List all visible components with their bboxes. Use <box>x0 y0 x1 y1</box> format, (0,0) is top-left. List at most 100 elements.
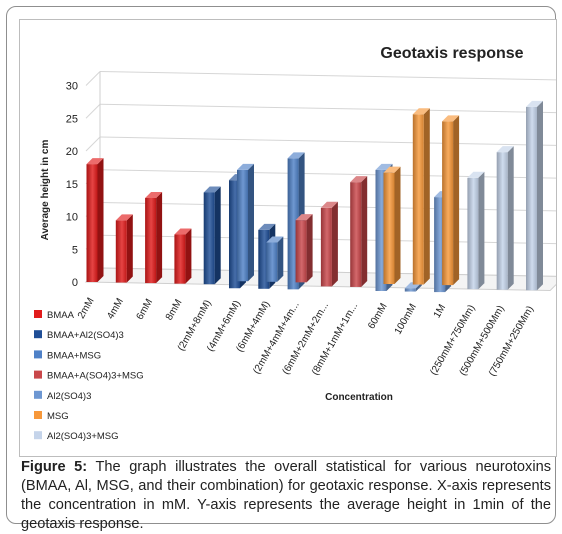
bar-al2-so4-3-msg <box>467 171 485 290</box>
bar-front <box>174 234 186 284</box>
bar-top <box>412 108 430 115</box>
legend-label: BMAA+Al2(SO4)3 <box>47 330 124 341</box>
y-tick-label: 30 <box>66 81 78 93</box>
legend-swatch <box>34 350 42 359</box>
bar-front <box>266 242 278 282</box>
bar-msg <box>412 108 430 285</box>
legend-swatch <box>34 330 42 339</box>
x-tick-label: 60mM <box>366 302 389 332</box>
bar-top <box>383 166 401 173</box>
x-tick-label: 100mM <box>393 302 419 336</box>
bar-front <box>320 207 332 287</box>
legend-entry: MSG <box>34 411 69 422</box>
bar-bmaa <box>145 191 163 284</box>
y-tick-label: 5 <box>72 244 78 256</box>
figure-frame: 0 5 10 15 20 25 30 2mM 4mM 6mM 8mM (2mM+8mM) (4mM+6… <box>6 6 557 532</box>
bar-side <box>277 236 284 282</box>
bar-top <box>295 214 313 221</box>
bar-top <box>287 152 305 159</box>
bar-side <box>453 115 460 286</box>
caption-label: Figure 5: <box>21 459 88 475</box>
caption-text: The graph illustrates the overall statis… <box>21 459 551 532</box>
bar-bmaa <box>86 158 104 282</box>
bar-top <box>375 163 393 170</box>
bar-side <box>331 201 338 287</box>
bar-side <box>306 214 313 283</box>
bar-side <box>248 163 254 282</box>
x-tick-label: 4mM <box>105 297 126 322</box>
legend-swatch <box>34 310 42 318</box>
bar-top <box>442 115 460 122</box>
bar-front <box>442 121 454 286</box>
bar-front <box>412 114 424 285</box>
bar-side <box>214 186 221 285</box>
bar-front <box>383 172 395 284</box>
bar-top <box>258 223 276 230</box>
bar-front <box>287 158 299 290</box>
bar-top <box>467 171 485 178</box>
bar-front <box>404 288 416 292</box>
y-axis-label: Average height in cm <box>40 140 51 241</box>
gridline <box>99 136 556 146</box>
bar-front <box>258 229 270 289</box>
y-tick-labels: 0 5 10 15 20 25 30 <box>66 81 78 290</box>
bars <box>86 100 543 293</box>
gridline-side <box>85 136 101 152</box>
bar-front <box>145 197 157 284</box>
legend-entry: BMAA <box>34 310 75 321</box>
legend-label: BMAA+A(SO4)3+MSG <box>47 371 144 382</box>
bar-front <box>237 169 248 282</box>
bar-top <box>115 214 133 221</box>
legend-label: MSG <box>47 411 69 422</box>
x-axis-label: Concentration <box>325 392 393 403</box>
bar-top <box>526 100 543 107</box>
bar-front <box>229 180 240 289</box>
legend-entry: Al2(SO4)3+MSG <box>34 431 119 442</box>
bar-side <box>415 282 422 292</box>
x-tick-label: 8mM <box>164 298 185 323</box>
gridline <box>99 71 556 81</box>
legend-entry: Al2(SO4)3 <box>34 390 91 402</box>
bar-bmaa-a-so4-3-msg <box>295 214 313 283</box>
legend-label: Al2(SO4)3 <box>47 391 91 402</box>
legend-label: Al2(SO4)3+MSG <box>47 431 119 442</box>
bar-bmaa-a-so4-3-msg <box>320 201 338 287</box>
x-tick-labels: 2mM 4mM 6mM 8mM(2mM+8mM)(4mM+6mM)(6mM+4mM)(… <box>76 296 536 378</box>
bar-al2-so4-3-msg <box>526 100 543 291</box>
bar-bmaa <box>174 228 192 284</box>
y-tick-label: 10 <box>66 212 78 224</box>
legend: BMAA BMAA+Al2(SO4)3 BMAA+MSG BMAA+A(SO4)3+M… <box>34 310 144 442</box>
bar-top <box>86 158 104 165</box>
bar-bmaa-msg <box>266 236 284 282</box>
x-tick-label: 2mM <box>76 296 97 321</box>
bar-side <box>478 171 485 290</box>
bar-front <box>526 106 537 291</box>
chart-panel: 0 5 10 15 20 25 30 2mM 4mM 6mM 8mM (2mM+8mM) (4mM+6… <box>19 19 557 457</box>
bar-side <box>156 191 163 284</box>
gridline-side <box>85 71 101 86</box>
bar-front <box>496 152 508 290</box>
legend-swatch <box>34 431 42 440</box>
bar-front <box>434 197 446 293</box>
bar-side <box>394 166 401 284</box>
bar-top <box>320 201 338 208</box>
figure-caption: Figure 5: The graph illustrates the over… <box>21 458 551 534</box>
bar-front <box>375 169 387 291</box>
bar-top <box>203 186 221 193</box>
bar-bmaa <box>115 214 133 283</box>
bar-msg <box>442 115 460 286</box>
bar-front <box>467 177 479 290</box>
bar-side <box>97 158 104 282</box>
bar-front <box>203 192 215 285</box>
bar-bmaa-a-so4-3-msg <box>350 176 368 287</box>
bar-front <box>115 220 127 283</box>
bar-bmaa-msg <box>237 163 254 282</box>
legend-swatch <box>34 390 42 399</box>
bar-side <box>423 108 430 285</box>
bar-top <box>174 228 192 235</box>
bar-side <box>185 228 192 284</box>
x-tick-label: 1M <box>432 303 448 321</box>
bar-top <box>266 236 284 243</box>
bar-bmaa-al2-so4-3 <box>203 186 221 285</box>
